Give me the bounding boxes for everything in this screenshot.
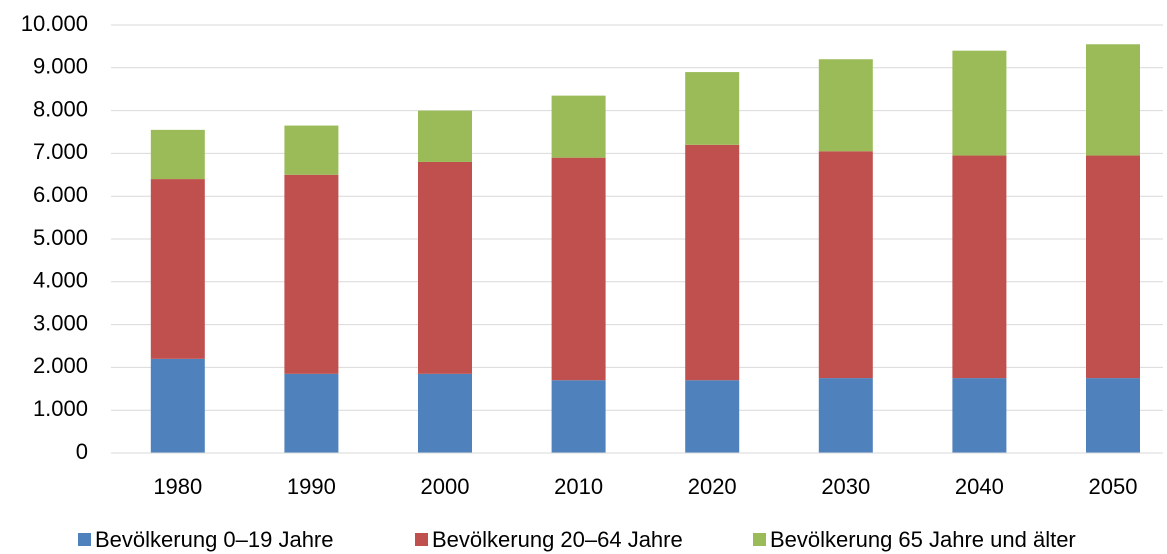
bar-segment: [818, 151, 873, 379]
legend-label: Bevölkerung 0–19 Jahre: [95, 527, 334, 552]
bar-segment: [150, 358, 205, 453]
legend-swatch: [753, 533, 766, 546]
legend-label: Bevölkerung 65 Jahre und älter: [770, 527, 1076, 552]
y-tick-label: 5.000: [33, 225, 88, 250]
bar-segment: [952, 50, 1007, 156]
bar-segment: [952, 378, 1007, 453]
y-tick-label: 4.000: [33, 268, 88, 293]
bar-segment: [284, 174, 339, 374]
y-tick-label: 3.000: [33, 310, 88, 335]
x-tick-label: 2040: [955, 474, 1004, 499]
x-tick-label: 2050: [1089, 474, 1138, 499]
bar-segment: [150, 179, 205, 359]
bar-segment: [418, 161, 472, 374]
bar-segment: [1086, 44, 1140, 156]
bar-segment: [685, 380, 740, 453]
legend-label: Bevölkerung 20–64 Jahre: [432, 527, 683, 552]
x-tick-label: 2000: [421, 474, 470, 499]
bar-segment: [284, 125, 339, 175]
y-tick-label: 1.000: [33, 396, 88, 421]
bar-segment: [952, 155, 1007, 379]
y-tick-label: 10.000: [21, 11, 88, 36]
bar-segment: [685, 72, 740, 145]
bar-segment: [1086, 378, 1140, 453]
bar-segment: [551, 157, 606, 381]
y-tick-label: 6.000: [33, 182, 88, 207]
legend-swatch: [415, 533, 428, 546]
bar-segment: [418, 110, 472, 162]
y-tick-label: 8.000: [33, 96, 88, 121]
x-tick-label: 1980: [153, 474, 202, 499]
bar-segment: [685, 144, 740, 381]
bar-segment: [551, 95, 606, 158]
x-tick-label: 2010: [554, 474, 603, 499]
bar-segment: [284, 373, 339, 453]
bar-segment: [551, 380, 606, 453]
y-tick-label: 2.000: [33, 353, 88, 378]
bar-segment: [1086, 155, 1140, 379]
bar-segment: [150, 129, 205, 180]
y-tick-label: 9.000: [33, 54, 88, 79]
y-tick-label: 7.000: [33, 139, 88, 164]
y-tick-label: 0: [76, 439, 88, 464]
bar-segment: [418, 373, 472, 453]
x-tick-label: 2020: [688, 474, 737, 499]
x-tick-label: 2030: [821, 474, 870, 499]
legend-swatch: [78, 533, 91, 546]
bar-segment: [818, 378, 873, 453]
x-tick-label: 1990: [287, 474, 336, 499]
bar-segment: [818, 59, 873, 152]
